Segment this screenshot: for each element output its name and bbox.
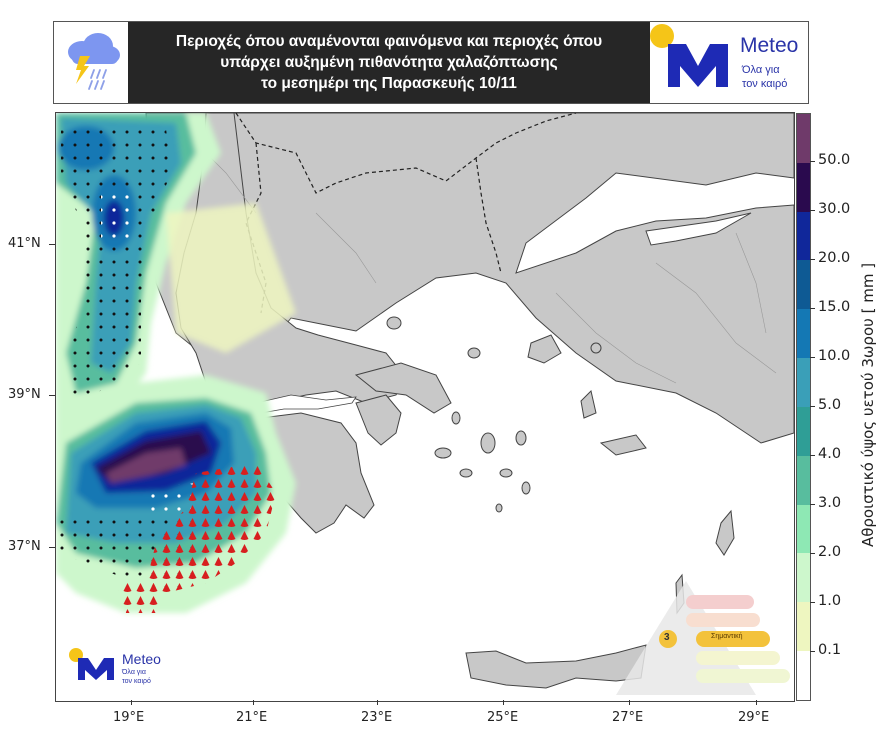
cbar-label-10: 10.0 [818,348,851,364]
cbar-tick [810,357,815,358]
logo-tagline-2: τον καιρό [742,78,788,90]
x-tick-25 [503,700,504,705]
cbar-tick [810,161,815,162]
cbar-label-20: 20.0 [818,250,851,266]
admin-borders [185,132,777,384]
cbar-tick [810,259,815,260]
x-tick-29 [756,700,757,705]
y-label-41: 41°N [8,236,41,251]
cbar-tick [810,406,815,407]
cbar-band-0.1-1 [797,602,810,652]
corner-logo-tagline-1: Όλα για [122,669,146,676]
cbar-label-4: 4.0 [818,446,842,462]
phenomena-dots-white [101,193,196,518]
logo-brand: Meteo [740,34,799,57]
cbar-tick [810,455,815,456]
header-weather-icon-box [54,22,128,103]
cbar-label-5: 5.0 [818,397,842,413]
cbar-band-4-5 [797,406,810,456]
map-canvas [56,113,794,701]
corner-logo-brand: Meteo [122,651,161,667]
meteo-m-logo-icon [650,24,728,87]
cbar-label-50: 50.0 [818,152,851,168]
logo-tagline-1: Όλα για [742,64,780,76]
y-tick-39 [49,395,55,396]
cbar-band-10-15 [797,309,810,359]
y-tick-41 [49,244,55,245]
x-label-23: 23°E [361,710,393,725]
thunderstorm-rain-icon [68,33,120,90]
cbar-tick [810,504,815,505]
colorbar-title: Αθροιστικό ύψος υετού 3ωρου [ mm ] [859,262,877,548]
cbar-tick [810,553,815,554]
pyramid-level-3-label: Σημαντική [711,633,743,640]
cbar-band-30-50 [797,162,810,212]
x-label-19: 19°E [113,710,145,725]
x-label-25: 25°E [487,710,519,725]
title-line-2: υπάρχει αυξημένη πιθανότητα χαλαζόπτωσης [220,54,558,71]
cbar-band-2-3 [797,504,810,554]
cbar-label-2: 2.0 [818,544,842,560]
x-label-27: 27°E [612,710,644,725]
pyramid-level-3-number: 3 [664,632,670,643]
cbar-tick [810,651,815,652]
header-banner: Περιοχές όπου αναμένονται φαινόμενα και … [53,21,809,104]
cbar-tick [810,602,815,603]
x-label-29: 29°E [738,710,770,725]
severity-pyramid [616,581,790,695]
cbar-tick [810,308,815,309]
precipitation-map: Meteo Όλα για τον καιρό Σημαντική 3 [55,112,795,702]
corner-logo-tagline-2: τον καιρό [122,678,151,685]
title-line-1: Περιοχές όπου αναμένονται φαινόμενα και … [175,33,603,50]
y-label-39: 39°N [8,387,41,402]
cbar-band-20-30 [797,211,810,261]
cbar-label-15: 15.0 [818,299,851,315]
x-label-21: 21°E [236,710,268,725]
y-label-37: 37°N [8,539,41,554]
x-tick-19 [131,700,132,705]
x-tick-23 [377,700,378,705]
cbar-band-5-10 [797,358,810,407]
map-corner-meteo-logo [69,648,114,680]
cbar-label-1: 1.0 [818,593,842,609]
cbar-label-30: 30.0 [818,201,851,217]
cbar-band-50plus [797,114,810,163]
x-tick-27 [629,700,630,705]
y-tick-37 [49,547,55,548]
cbar-label-0.1: 0.1 [818,642,842,658]
colorbar [796,113,811,701]
cbar-band-15-20 [797,260,810,310]
cbar-label-3: 3.0 [818,495,842,511]
cbar-band-below-0.1 [797,651,810,700]
cbar-tick [810,210,815,211]
meteo-logo: Meteo Όλα για τον καιρό [650,22,808,103]
title-line-3: το μεσημέρι της Παρασκευής 10/11 [261,75,517,92]
x-tick-21 [253,700,254,705]
cbar-band-3-4 [797,455,810,505]
cbar-band-1-2 [797,553,810,603]
hail-probability-triangles [116,463,276,613]
header-title: Περιοχές όπου αναμένονται φαινόμενα και … [128,22,650,103]
